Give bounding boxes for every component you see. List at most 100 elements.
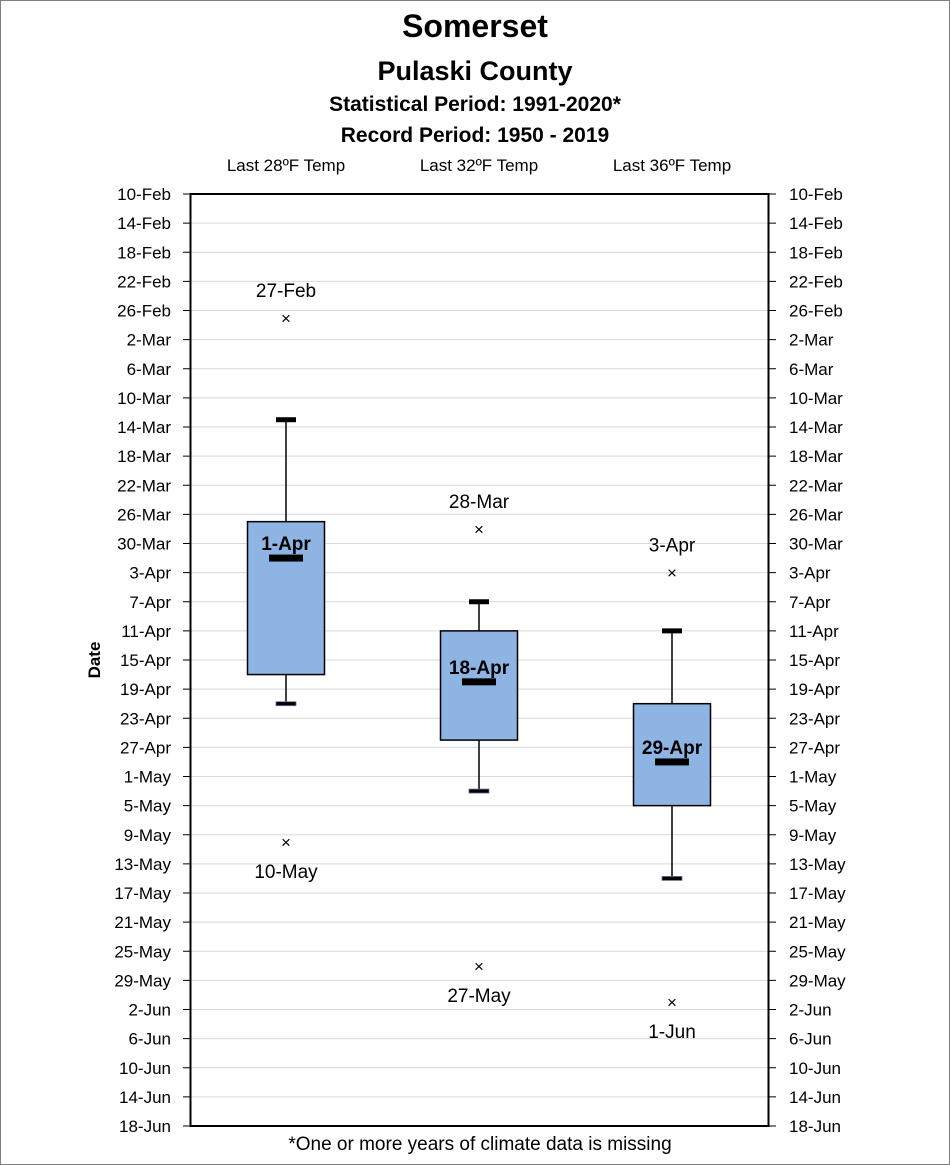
y-tick-label-left: 14-Jun	[119, 1088, 171, 1107]
y-tick-label-right: 22-Feb	[789, 272, 843, 291]
y-tick-label-left: 22-Mar	[117, 476, 171, 495]
y-tick-label-right: 25-May	[789, 942, 846, 961]
chart-title: Somerset	[402, 8, 548, 44]
y-tick-label-left: 10-Jun	[119, 1059, 171, 1078]
y-tick-label-left: 2-Jun	[128, 1001, 171, 1020]
category-label-32f: Last 32ºF Temp	[419, 156, 539, 175]
y-tick-label-left: 17-May	[114, 884, 171, 903]
latest-marker: ×	[667, 993, 677, 1012]
y-axis-label: Date	[85, 642, 104, 679]
y-tick-label-right: 14-Mar	[789, 418, 843, 437]
y-tick-label-left: 10-Feb	[117, 185, 171, 204]
chart-subtitle: Pulaski County	[377, 56, 573, 86]
median-marker	[269, 554, 303, 562]
y-tick-label-left: 26-Feb	[117, 302, 171, 321]
y-tick-label-right: 18-Jun	[789, 1117, 841, 1136]
category-label-36f: Last 36ºF Temp	[612, 156, 732, 175]
box-iqr	[632, 702, 712, 807]
y-tick-label-right: 30-Mar	[789, 535, 843, 554]
y-tick-label-left: 14-Mar	[117, 418, 171, 437]
y-tick-label-right: 1-May	[789, 768, 837, 787]
y-tick-label-right: 15-Apr	[789, 651, 840, 670]
y-tick-label-right: 22-Mar	[789, 476, 843, 495]
whisker-cap-early	[469, 599, 489, 605]
whisker-cap-late	[661, 876, 683, 881]
y-tick-label-right: 18-Feb	[789, 243, 843, 262]
y-tick-label-right: 26-Mar	[789, 505, 843, 524]
whisker-cap-early	[662, 628, 682, 634]
y-tick-label-left: 10-Mar	[117, 389, 171, 408]
y-tick-label-left: 11-Apr	[121, 622, 171, 641]
category-label-28f: Last 28ºF Temp	[226, 156, 346, 175]
latest-marker: ×	[474, 957, 484, 976]
box-iqr	[439, 630, 519, 741]
y-tick-label-left: 5-May	[124, 797, 172, 816]
y-tick-label-left: 30-Mar	[117, 535, 171, 554]
box-iqr	[246, 520, 326, 676]
median-label: 1-Apr	[261, 534, 311, 555]
y-tick-label-right: 3-Apr	[789, 564, 831, 583]
y-tick-label-right: 14-Jun	[789, 1088, 841, 1107]
latest-label: 27-May	[447, 986, 511, 1007]
median-marker	[462, 678, 496, 686]
y-tick-label-left: 6-Mar	[127, 360, 172, 379]
y-tick-label-right: 18-Mar	[789, 447, 843, 466]
latest-marker: ×	[281, 833, 291, 852]
y-tick-label-left: 21-May	[114, 913, 171, 932]
y-tick-labels-left: 10-Feb 14-Feb 18-Feb 22-Feb 26-Feb 2-Mar 6-Mar…	[114, 185, 171, 1136]
whisker-cap-late	[468, 788, 490, 794]
y-tick-label-right: 19-Apr	[789, 680, 840, 699]
y-tick-label-left: 29-May	[114, 971, 171, 990]
box-series: 1-Apr × × 27-Feb 10-May 18-Apr × × 28-Mar 27-May 2…	[246, 281, 712, 1043]
y-tick-label-left: 18-Mar	[117, 447, 171, 466]
y-tick-label-left: 18-Jun	[119, 1117, 171, 1136]
y-tick-label-left: 1-May	[124, 768, 172, 787]
y-tick-label-left: 23-Apr	[120, 709, 171, 728]
y-tick-label-right: 14-Feb	[789, 214, 843, 233]
whisker-cap-early	[276, 417, 296, 423]
y-tick-label-left: 19-Apr	[120, 680, 171, 699]
y-tick-label-right: 13-May	[789, 855, 846, 874]
y-tick-label-right: 27-Apr	[789, 738, 840, 757]
y-tick-label-right: 26-Feb	[789, 302, 843, 321]
box-group: 18-Apr × × 28-Mar 27-May	[439, 492, 519, 1007]
y-tick-label-left: 13-May	[114, 855, 171, 874]
y-tick-label-right: 6-Mar	[789, 360, 834, 379]
y-tick-label-right: 2-Jun	[789, 1001, 832, 1020]
y-tick-label-left: 25-May	[114, 942, 171, 961]
y-tick-label-right: 17-May	[789, 884, 846, 903]
y-tick-label-left: 15-Apr	[120, 651, 171, 670]
y-tick-label-right: 11-Apr	[789, 622, 839, 641]
median-label: 18-Apr	[449, 658, 510, 679]
whisker-cap-late	[275, 701, 297, 707]
box-group: 1-Apr × × 27-Feb 10-May	[246, 281, 326, 883]
y-tick-label-right: 10-Jun	[789, 1059, 841, 1078]
y-tick-label-left: 9-May	[124, 826, 172, 845]
y-tick-label-right: 21-May	[789, 913, 846, 932]
y-tick-label-right: 6-Jun	[789, 1030, 832, 1049]
earliest-marker: ×	[474, 520, 484, 539]
median-marker	[655, 758, 689, 766]
y-tick-label-right: 10-Feb	[789, 185, 843, 204]
y-tick-label-left: 27-Apr	[120, 738, 171, 757]
y-tick-label-left: 3-Apr	[129, 564, 171, 583]
y-tick-label-right: 10-Mar	[789, 389, 843, 408]
statistical-period: Statistical Period: 1991-2020*	[329, 93, 621, 116]
y-tick-label-right: 5-May	[789, 797, 837, 816]
y-tick-label-left: 6-Jun	[128, 1030, 171, 1049]
y-tick-label-right: 23-Apr	[789, 709, 840, 728]
earliest-marker: ×	[667, 564, 677, 583]
latest-label: 10-May	[254, 862, 318, 883]
footnote: *One or more years of climate data is mi…	[288, 1134, 672, 1155]
earliest-label: 27-Feb	[256, 281, 316, 302]
y-tick-label-left: 22-Feb	[117, 272, 171, 291]
y-tick-label-left: 26-Mar	[117, 505, 171, 524]
earliest-label: 28-Mar	[449, 492, 510, 513]
y-tick-label-right: 7-Apr	[789, 593, 831, 612]
record-period: Record Period: 1950 - 2019	[340, 124, 610, 147]
median-label: 29-Apr	[642, 738, 703, 759]
y-tick-label-left: 18-Feb	[117, 243, 171, 262]
box-group: 29-Apr × × 3-Apr 1-Jun	[632, 536, 712, 1043]
earliest-label: 3-Apr	[649, 536, 696, 557]
